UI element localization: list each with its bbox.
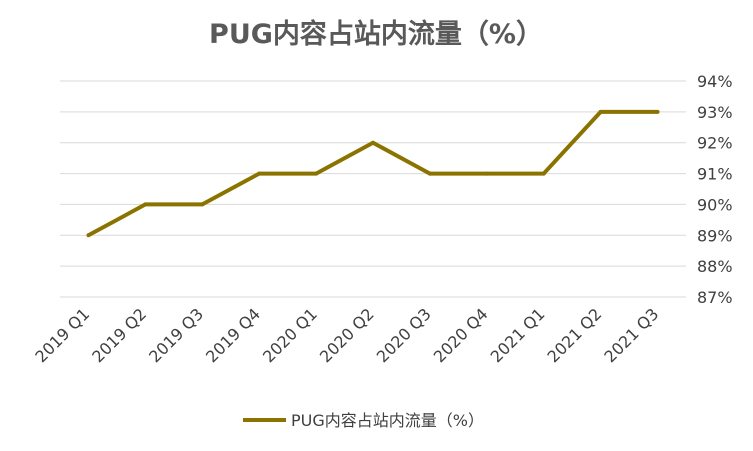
legend-label: PUG内容占站内流量（%） (291, 411, 484, 430)
data-point (143, 202, 148, 207)
data-point (655, 109, 660, 114)
y-tick-label: 91% (697, 165, 733, 184)
x-tick-label: 2020 Q2 (316, 304, 378, 366)
x-tick-label: 2021 Q2 (544, 304, 606, 366)
y-tick-label: 94% (697, 72, 733, 91)
y-tick-label: 87% (697, 288, 733, 307)
x-tick-label: 2020 Q3 (373, 304, 435, 366)
y-axis-ticks: 87% 88% 89% 90% 91% 92% 93% 94% (697, 72, 733, 307)
data-point (257, 171, 262, 176)
series-layer (86, 109, 660, 238)
x-tick-label: 2019 Q4 (202, 304, 264, 366)
x-tick-label: 2021 Q3 (600, 304, 662, 366)
y-tick-label: 89% (697, 226, 733, 245)
x-tick-label: 2019 Q2 (88, 304, 150, 366)
data-point (371, 140, 375, 145)
y-tick-label: 93% (697, 103, 733, 122)
y-tick-label: 90% (697, 195, 733, 214)
data-point (598, 109, 603, 114)
gridlines (60, 80, 686, 298)
legend: PUG内容占站内流量（%） (243, 411, 484, 430)
data-point (427, 171, 432, 176)
y-tick-label: 88% (697, 257, 733, 276)
data-point (200, 202, 205, 207)
x-tick-label: 2020 Q4 (430, 304, 492, 366)
chart-title: PUG内容占站内流量（%） (209, 18, 543, 50)
data-point (541, 171, 546, 176)
x-tick-label: 2019 Q3 (145, 304, 207, 366)
y-tick-label: 92% (697, 134, 733, 153)
data-point (86, 233, 91, 238)
data-point (314, 171, 319, 176)
x-tick-label: 2021 Q1 (487, 304, 549, 366)
data-point (484, 171, 489, 176)
x-tick-label: 2020 Q1 (259, 304, 321, 366)
x-tick-label: 2019 Q1 (31, 304, 93, 366)
